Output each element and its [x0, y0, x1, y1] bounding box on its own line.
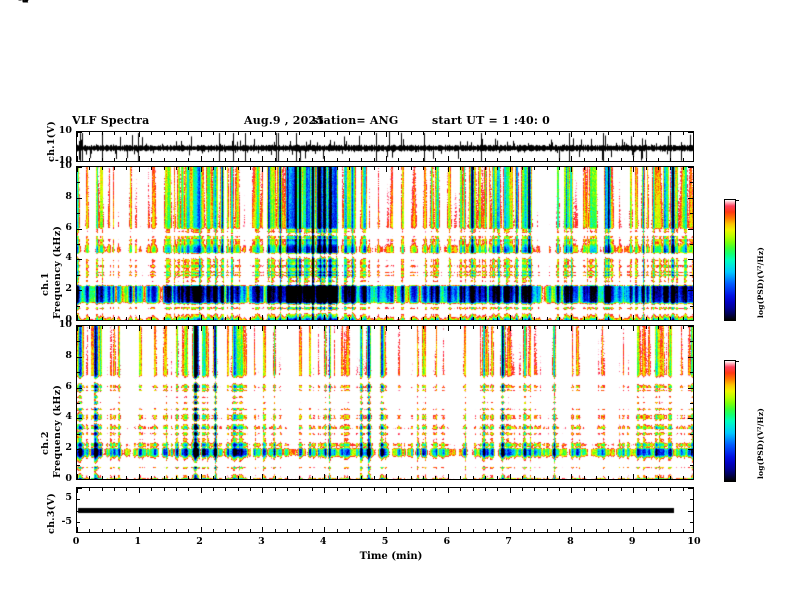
ch1-spec-axis-title-line2: Frequency (kHz): [52, 225, 63, 319]
ch1-spec-ytick-label-0: 0: [65, 314, 72, 325]
ch2-colorbar-label--6: -6: [18, 0, 29, 6]
ch2-colorbar-title: log(PSD)(V²/Hz): [756, 407, 765, 479]
ch2-spec-axis-title-line2: Frequency (kHz): [52, 384, 63, 478]
ch1-colorbar-tick: [735, 200, 739, 201]
ch1-colorbar-ticks: [725, 200, 739, 320]
ch3-waveform-panel: [76, 487, 694, 533]
date-label: Aug.9 , 2025: [244, 114, 325, 127]
ch1-spec-ytick-label-8: 8: [65, 190, 72, 202]
ch2-spec-ytick-label-8: 8: [65, 349, 72, 361]
ch2-spec-ytick-label-0: 0: [65, 473, 72, 484]
x-axis-title: Time (min): [359, 551, 423, 562]
station-label: station= ANG: [312, 114, 399, 127]
ch3-wave-axis-title: ch.3(V): [46, 492, 57, 534]
ch2-colorbar-label--7: -7: [18, 0, 29, 6]
ch1-colorbar-label--5: -5: [18, 0, 29, 6]
ch1-colorbar-title: log(PSD)(V²/Hz): [756, 246, 765, 318]
ch1-colorbar-gradient: [725, 200, 735, 320]
ch2-spec-ytick-label-4: 4: [65, 411, 72, 423]
ch1-colorbar-label--6: -6: [18, 0, 29, 6]
ch2-colorbar-label--5: -5: [18, 0, 29, 6]
ch1-spec-ytick-label-10: 10: [58, 160, 72, 171]
ch2-spec-ytick-label-6: 6: [65, 380, 72, 392]
x-tick-label-2: 2: [196, 536, 203, 547]
ch1-wave-ytick-label-bottom: -10: [54, 155, 72, 166]
ch2-colorbar-label--3: -3: [18, 0, 29, 6]
ch2-spec-axis-title-line1: ch.2: [40, 431, 51, 455]
ch2-spectrogram-panel: [76, 325, 694, 480]
ch3-waveform-trace: [77, 488, 693, 532]
x-tick-label-7: 7: [505, 536, 512, 547]
ch1-colorbar-label--4: -4: [18, 0, 29, 6]
ch1-spec-ytick-label-6: 6: [65, 221, 72, 233]
ch1-spectrogram-panel: [76, 166, 694, 321]
figure-title-row: VLF Spectra Aug.9 , 2025 station= ANG st…: [72, 114, 692, 128]
ch2-colorbar-tick: [735, 361, 739, 362]
ch1-wave-ytick-label-top: 10: [58, 125, 72, 136]
x-tick-label-5: 5: [381, 536, 389, 547]
ch2-colorbar-ticks: [725, 361, 739, 481]
ch2-colorbar: [724, 360, 739, 482]
ch1-spec-ytick-label-4: 4: [65, 252, 72, 264]
x-tick-label-8: 8: [567, 536, 574, 547]
x-tick-label-0: 0: [72, 536, 80, 547]
x-tick-label-3: 3: [258, 536, 265, 547]
x-tick-label-1: 1: [134, 536, 142, 547]
ch3-wave-ytick-label-top: 5: [65, 492, 72, 503]
ch1-colorbar-label--7: -7: [18, 0, 29, 6]
plot-name-label: VLF Spectra: [72, 114, 150, 127]
ch2-colorbar-label--4: -4: [18, 0, 29, 6]
ch2-spectrogram-image: [77, 326, 693, 479]
ch1-waveform-trace: [77, 132, 693, 161]
x-tick-label-10: 10: [687, 536, 701, 547]
ch3-wave-ytick-label-bottom: -5: [61, 516, 72, 527]
ch1-wave-axis-title: ch.1(V): [46, 120, 57, 162]
ch2-spec-ytick-label-10: 10: [58, 319, 72, 330]
ch1-spec-ytick-label-2: 2: [65, 283, 72, 295]
ch2-colorbar-gradient: [725, 361, 735, 481]
ch1-spec-axis-title-line1: ch.1: [40, 272, 51, 296]
x-tick-label-4: 4: [319, 536, 327, 547]
ch1-spectrogram-image: [77, 167, 693, 320]
ch2-spec-ytick-label-2: 2: [65, 442, 72, 454]
ch1-waveform-panel: [76, 131, 694, 162]
start-time-label: start UT = 1 :40: 0: [432, 114, 550, 127]
x-tick-label-9: 9: [628, 536, 636, 547]
ch1-colorbar: [724, 199, 739, 321]
ch1-colorbar-label--3: -3: [18, 0, 29, 6]
x-tick-label-6: 6: [443, 536, 451, 547]
